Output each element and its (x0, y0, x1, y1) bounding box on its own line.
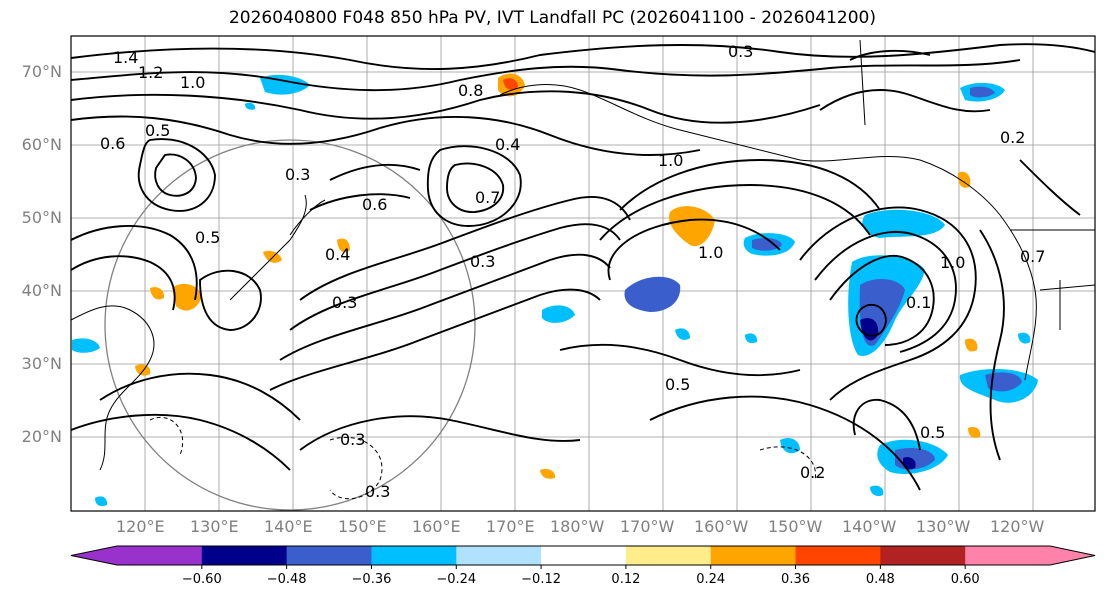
contour-label: 0.5 (665, 375, 690, 394)
contour-label: 0.4 (325, 245, 350, 264)
colorbar-tick-label: −0.48 (266, 572, 307, 587)
colorbar-tick-label: −0.60 (181, 572, 222, 587)
contour-label: 0.7 (475, 188, 500, 207)
contour-label: 0.6 (100, 134, 125, 153)
lon-label: 180°W (550, 517, 605, 536)
contour-label: 1.4 (113, 48, 138, 67)
graticule (71, 36, 1095, 511)
lat-label: 30°N (21, 354, 62, 373)
colorbar-segment (117, 546, 203, 565)
lat-label: 70°N (21, 62, 62, 81)
colorbar-segment (880, 546, 966, 565)
colorbar-segment (795, 546, 881, 565)
colorbar-segment (201, 546, 288, 565)
contour-label: 0.3 (470, 252, 495, 271)
colorbar-segment (625, 546, 712, 565)
lon-label: 130°E (190, 517, 239, 536)
contour-label: 0.8 (458, 81, 483, 100)
lon-label: 170°W (620, 517, 675, 536)
lon-label: 160°E (412, 517, 461, 536)
colorbar-tick-label: −0.36 (351, 572, 392, 587)
plot-frame (70, 35, 1096, 512)
colorbar-segment (286, 546, 372, 565)
contour-label: 1.0 (940, 253, 965, 272)
contour-label: 0.1 (906, 293, 931, 312)
lon-label: 120°E (116, 517, 165, 536)
contour-label: 0.3 (365, 482, 390, 501)
contour-label: 0.2 (1000, 128, 1025, 147)
lon-label: 130°W (916, 517, 971, 536)
lat-label: 60°N (21, 135, 62, 154)
colorbar-segment (710, 546, 797, 565)
colorbar-tick-label: −0.12 (521, 572, 561, 587)
lon-label: 140°W (842, 517, 897, 536)
lon-label: 170°E (486, 517, 535, 536)
colorbar-extend-high (1050, 546, 1095, 565)
colorbar-tick-label: −0.24 (436, 572, 477, 587)
colorbar-tick-label: 0.48 (865, 572, 895, 587)
contour-label: 1.0 (698, 243, 723, 262)
colorbar-outline (70, 545, 1096, 566)
colorbar-tick-label: 0.12 (611, 572, 641, 587)
contour-label: 0.3 (285, 165, 310, 184)
lat-label: 50°N (21, 208, 62, 227)
colorbar-segment (371, 546, 457, 565)
range-circle (104, 139, 476, 511)
contour-label: 0.2 (800, 463, 825, 482)
contour-label: 1.0 (180, 73, 205, 92)
contour-label: 0.4 (495, 135, 520, 154)
lon-label: 150°W (768, 517, 823, 536)
contour-label: 0.7 (1020, 247, 1045, 266)
map-title: 2026040800 F048 850 hPa PV, IVT Landfall… (228, 8, 876, 28)
contour-labels: 1.4 1.2 1.0 0.8 0.6 0.5 0.4 0.3 1.0 0.7 … (100, 42, 1045, 501)
contour-label: 0.5 (145, 121, 170, 140)
low-value-contours (149, 417, 816, 500)
contour-label: 0.3 (332, 293, 357, 312)
contour-label: 0.5 (920, 423, 945, 442)
lon-label: 150°E (338, 517, 387, 536)
coastlines (71, 39, 1095, 471)
colorbar-tick-label: 0.60 (950, 572, 980, 587)
contour-label: 1.2 (138, 63, 163, 82)
contour-label: 1.0 (658, 151, 683, 170)
colorbar-tick-label: 0.36 (781, 572, 810, 587)
contour-label: 0.5 (195, 228, 220, 247)
lon-label: 120°W (990, 517, 1045, 536)
colorbar (70, 545, 1096, 569)
colorbar-extend-low (71, 546, 117, 565)
colorbar-segment (456, 546, 542, 565)
contour-label: 0.3 (340, 430, 365, 449)
colorbar-tick-label: 0.24 (696, 572, 726, 587)
colorbar-segment (965, 546, 1051, 565)
lon-label: 160°W (694, 517, 749, 536)
lat-label: 20°N (21, 427, 62, 446)
lon-label: 140°E (264, 517, 313, 536)
contour-label: 0.6 (362, 195, 387, 214)
lat-label: 40°N (21, 281, 62, 300)
ivt-shading (72, 73, 1038, 507)
contour-label: 0.3 (728, 42, 753, 61)
colorbar-segment (541, 546, 627, 565)
pv-contours (71, 43, 1095, 491)
